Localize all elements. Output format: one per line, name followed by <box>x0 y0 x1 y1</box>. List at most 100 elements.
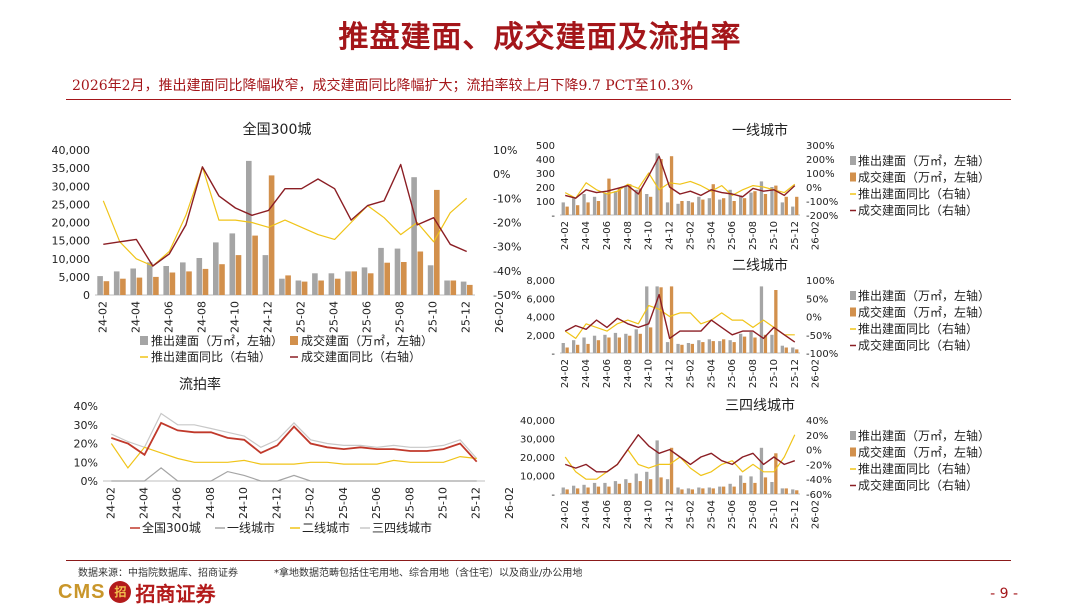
bar-supply <box>645 471 649 494</box>
bar-supply <box>582 484 586 495</box>
chart-title: 全国300城 <box>243 121 312 138</box>
bar-supply <box>180 262 186 295</box>
x-tick-label: 25-08 <box>748 359 759 388</box>
bar-supply <box>603 334 607 354</box>
bar-deal <box>649 327 653 353</box>
bar-supply <box>739 475 743 494</box>
y-right-tick-label: 50% <box>806 294 828 305</box>
y-right-tick-label: -200% <box>806 211 838 222</box>
bar-deal <box>318 280 324 295</box>
x-tick-label: 24-12 <box>665 221 676 250</box>
bar-supply <box>345 271 351 295</box>
bar-supply <box>624 479 628 494</box>
bar-deal <box>722 486 726 494</box>
x-tick-label: 25-02 <box>304 487 317 519</box>
x-tick-label: 25-02 <box>685 500 696 529</box>
bar-deal <box>417 251 424 295</box>
x-tick-label: 24-08 <box>623 221 634 250</box>
bar-supply <box>561 487 565 494</box>
bar-supply <box>561 343 565 353</box>
x-tick-label: 25-04 <box>328 301 341 333</box>
bar-supply <box>592 196 597 215</box>
legend-swatch <box>140 336 148 345</box>
legend-swatch <box>850 447 856 457</box>
x-tick-label: 24-12 <box>665 359 676 388</box>
x-tick-label: 25-12 <box>460 301 473 333</box>
y-right-tick-label: 0% <box>806 313 822 324</box>
x-tick-label: 24-06 <box>162 301 175 333</box>
y-left-tick-label: - <box>551 211 555 222</box>
bar-deal <box>450 280 457 295</box>
bar-deal <box>467 284 473 295</box>
bar-deal <box>680 201 684 215</box>
x-tick-label: 24-08 <box>623 500 634 529</box>
x-tick-label: 24-10 <box>228 301 241 333</box>
bar-deal <box>186 271 192 295</box>
y-right-tick-label: -20% <box>806 460 832 471</box>
x-tick-label: 25-04 <box>337 487 350 519</box>
bar-supply <box>686 343 691 353</box>
x-tick-label: 24-10 <box>644 221 655 250</box>
x-tick-label: 24-08 <box>195 301 208 333</box>
series-line-1 <box>111 467 477 482</box>
y-left-tick-label: 200 <box>536 183 555 194</box>
x-tick-label: 25-10 <box>427 301 440 333</box>
bar-deal <box>701 199 705 215</box>
legend-swatch <box>850 156 856 165</box>
x-tick-label: 24-04 <box>581 359 592 388</box>
bar-supply <box>582 194 586 215</box>
bar-deal <box>701 342 705 353</box>
bar-supply <box>780 345 784 353</box>
bar-deal <box>565 347 569 353</box>
bar-supply <box>603 482 607 494</box>
bar-deal <box>586 202 590 215</box>
y-left-tick-label: 6,000 <box>526 294 555 305</box>
bar-supply <box>645 194 649 215</box>
legend-label: 推出建面同比（右轴） <box>858 461 978 476</box>
bar-deal <box>711 488 715 494</box>
y-right-tick-label: -50% <box>806 331 832 342</box>
legend-label: 成交建面同比（右轴） <box>858 478 978 493</box>
bar-deal <box>301 281 308 295</box>
bar-supply <box>655 286 659 353</box>
x-tick-label: 24-02 <box>96 301 109 333</box>
legend-swatch <box>290 336 298 345</box>
bar-deal <box>136 277 143 295</box>
bar-deal <box>732 342 736 353</box>
bar-deal <box>649 479 653 494</box>
x-tick-label: 24-04 <box>581 221 592 250</box>
y-left-tick-label: 10% <box>74 456 98 469</box>
series-line-2 <box>110 443 477 469</box>
x-tick-label: 24-06 <box>602 221 613 250</box>
bar-supply <box>728 189 732 215</box>
bar-deal <box>638 333 642 353</box>
legend-label: 成交建面同比（右轴） <box>858 203 978 218</box>
y-left-tick-label: 20,000 <box>520 453 555 464</box>
footer-divider <box>66 560 1011 561</box>
page-subtitle: 2026年2月，推出建面同比降幅收窄，成交建面同比降幅扩大；流拍率较上月下降9.… <box>72 78 694 94</box>
y-left-tick-label: 40% <box>74 400 98 413</box>
legend-label: 推出建面同比（右轴） <box>858 321 978 336</box>
x-tick-label: 25-12 <box>470 487 483 519</box>
x-tick-label: 24-06 <box>171 487 184 519</box>
y-left-tick-label: 40,000 <box>520 416 555 427</box>
x-tick-label: 26-02 <box>811 500 822 529</box>
bar-supply <box>295 280 302 295</box>
x-tick-label: 26-02 <box>493 301 506 333</box>
x-tick-label: 25-04 <box>706 359 717 388</box>
bar-deal <box>711 184 715 215</box>
x-tick-label: 25-08 <box>748 500 759 529</box>
bar-supply <box>213 242 219 295</box>
x-tick-label: 25-10 <box>769 221 780 250</box>
x-tick-label: 24-10 <box>644 500 655 529</box>
y-left-tick-label: - <box>551 349 555 360</box>
bar-deal <box>153 276 159 295</box>
y-left-tick-label: 4,000 <box>526 313 555 324</box>
bar-deal <box>607 178 611 215</box>
bar-supply <box>676 343 680 353</box>
legend-label: 推出建面（万㎡，左轴） <box>151 333 283 348</box>
bar-supply <box>739 333 743 353</box>
